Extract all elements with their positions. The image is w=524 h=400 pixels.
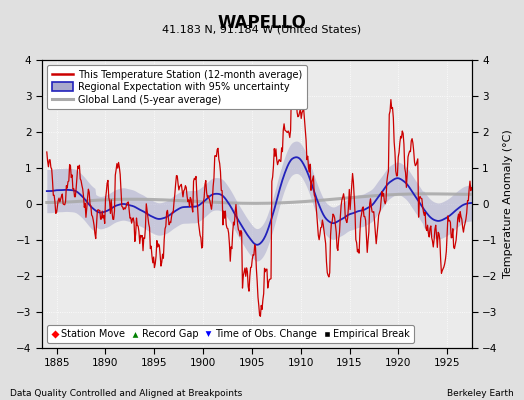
- Y-axis label: Temperature Anomaly (°C): Temperature Anomaly (°C): [503, 130, 513, 278]
- Text: Berkeley Earth: Berkeley Earth: [447, 389, 514, 398]
- Text: Data Quality Controlled and Aligned at Breakpoints: Data Quality Controlled and Aligned at B…: [10, 389, 243, 398]
- Legend: Station Move, Record Gap, Time of Obs. Change, Empirical Break: Station Move, Record Gap, Time of Obs. C…: [47, 325, 414, 343]
- Text: 41.183 N, 91.184 W (United States): 41.183 N, 91.184 W (United States): [162, 24, 362, 34]
- Text: WAPELLO: WAPELLO: [217, 14, 307, 32]
